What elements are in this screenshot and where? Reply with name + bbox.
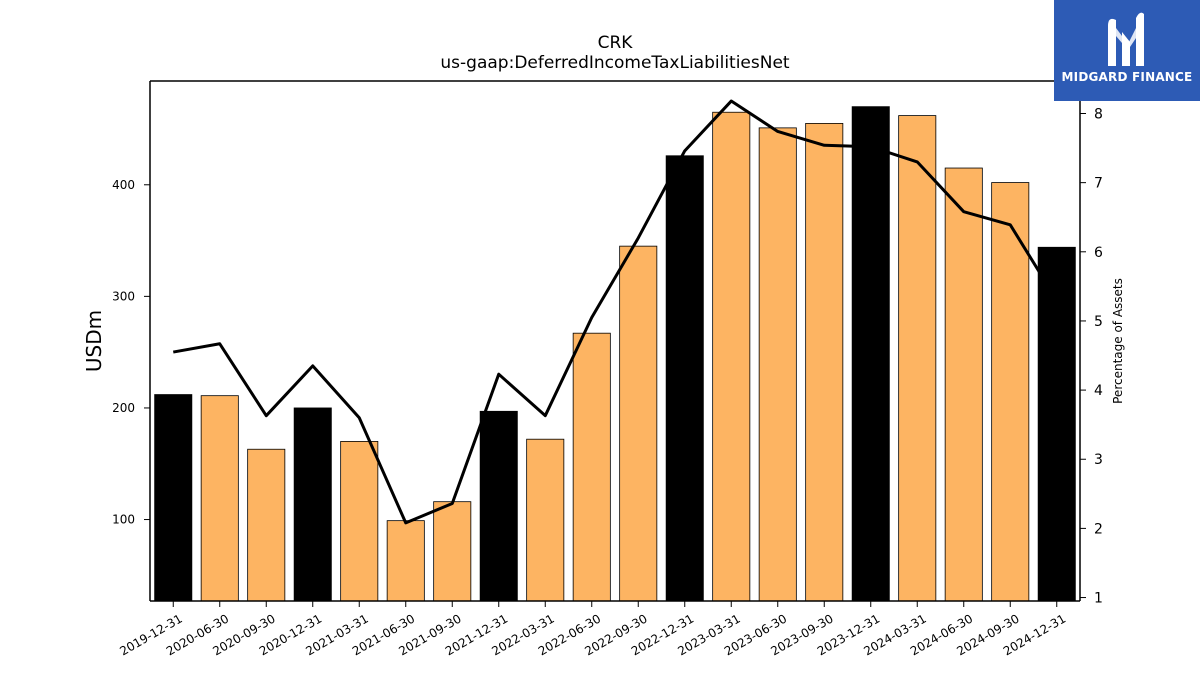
bar [340, 441, 379, 602]
bar [944, 167, 983, 602]
y-tick-label: 300 [112, 289, 135, 303]
axes [149, 80, 1081, 602]
y-tick-label: 400 [112, 178, 135, 192]
y2-tick-label: 3 [1094, 452, 1103, 468]
y2-tick-label: 8 [1094, 107, 1103, 123]
bar [433, 501, 472, 602]
y2-tick-label: 6 [1094, 245, 1103, 261]
bar [665, 155, 704, 602]
bar [1037, 246, 1076, 602]
bar [247, 448, 286, 602]
x-ticks: 2019-12-312020-06-302020-09-302020-12-31… [117, 601, 1068, 658]
line-group [172, 99, 1059, 525]
bar [386, 520, 425, 602]
y-axis-label: USDm [82, 310, 106, 372]
y2-tick-label: 4 [1094, 383, 1103, 399]
bar [851, 106, 890, 602]
y2-tick-label: 1 [1094, 591, 1103, 607]
y2-ticks: 1 2 3 4 5 6 7 8 [1080, 107, 1103, 607]
y-tick-label: 200 [112, 401, 135, 415]
bar [712, 111, 751, 602]
percentage-line [172, 99, 1059, 525]
bar [619, 245, 658, 602]
logo-mark-icon [1108, 12, 1144, 67]
y2-tick-label: 7 [1094, 176, 1103, 192]
chart-title: CRK [598, 33, 634, 53]
y2-tick-label: 5 [1094, 314, 1103, 330]
bar [805, 123, 844, 602]
bar [154, 394, 193, 602]
y-tick-label: 100 [112, 513, 135, 527]
chart-subtitle: us-gaap:DeferredIncomeTaxLiabilitiesNet [440, 53, 790, 73]
bar [898, 115, 937, 602]
bar [526, 438, 565, 602]
bar-group [154, 106, 1076, 602]
bar [572, 332, 611, 602]
y2-axis-label: Percentage of Assets [1111, 278, 1125, 404]
y2-tick-label: 2 [1094, 521, 1103, 537]
y-ticks: 100 200 300 400 [112, 178, 150, 527]
bar [479, 410, 518, 602]
bar [200, 395, 239, 602]
logo-text: MIDGARD FINANCE [1061, 70, 1193, 84]
bar [758, 127, 797, 602]
bar [991, 182, 1030, 602]
brand-logo: MIDGARD FINANCE [1054, 0, 1200, 101]
bar [293, 407, 332, 602]
